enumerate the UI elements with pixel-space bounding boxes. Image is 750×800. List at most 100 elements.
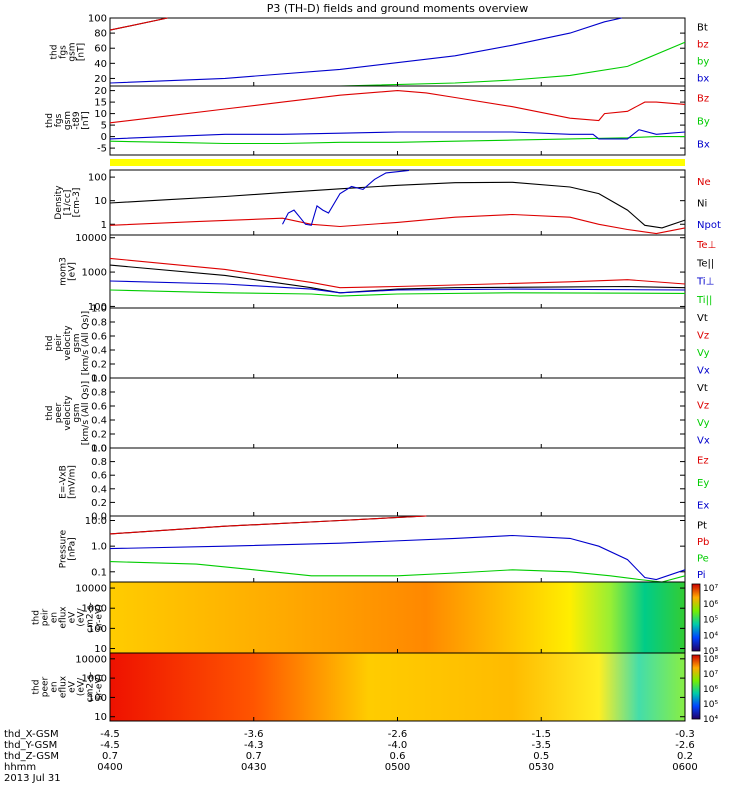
series-line-black xyxy=(109,181,686,229)
xaxis-row-label-hhmm: hhmm xyxy=(4,762,37,773)
y-axis-label: thd xyxy=(45,113,55,128)
xaxis-row-label-z: thd_Z-GSM xyxy=(4,751,59,762)
y-tick-label: 10000 xyxy=(75,654,107,665)
y-axis-label: [km/s (All Qs)] xyxy=(81,311,91,375)
legend-item: Pi xyxy=(697,570,706,581)
legend-item: by xyxy=(697,57,709,68)
spectrogram-peer_spec xyxy=(110,653,685,721)
y-axis-label: [nPa] xyxy=(68,537,78,560)
xaxis-value: -1.5 xyxy=(531,729,552,740)
y-tick-label: 10000 xyxy=(75,584,107,595)
y-axis-label: Density xyxy=(54,185,64,220)
panel-efield xyxy=(109,447,686,517)
y-tick-label: 5 xyxy=(101,121,107,132)
colorbar-tick: 10⁶ xyxy=(703,685,718,695)
y-tick-label: 0.6 xyxy=(91,332,107,343)
legend-item: Bz xyxy=(697,94,709,105)
panel-frame xyxy=(109,515,686,583)
colorbar-peer_spec xyxy=(691,654,701,720)
y-tick-label: 1000 xyxy=(82,604,107,615)
y-axis-label: thd xyxy=(32,680,42,695)
xaxis-value: 0530 xyxy=(528,762,554,773)
y-axis-label: -t89 xyxy=(72,111,82,130)
y-tick-label: 0.4 xyxy=(91,484,107,495)
y-axis-label: eflux xyxy=(59,606,69,629)
y-tick-label: 1000 xyxy=(82,268,107,279)
y-axis-label: fgs xyxy=(59,45,69,59)
y-axis-label: eV xyxy=(68,680,78,693)
series-line-blue xyxy=(109,534,686,581)
y-tick-label: 0.0 xyxy=(91,374,107,385)
legend-item: Ti|| xyxy=(696,295,712,306)
y-tick-label: 10.0 xyxy=(85,516,107,527)
y-axis-label: E=-VxB xyxy=(59,465,69,499)
panel-vpeir xyxy=(109,307,686,379)
legend-item: Vx xyxy=(697,365,710,376)
colorbar-tick: 10⁵ xyxy=(703,700,718,710)
legend-item: Vz xyxy=(697,330,709,341)
series-line-green xyxy=(109,561,686,583)
series-line-blue xyxy=(282,169,410,226)
xaxis-value: -3.6 xyxy=(243,729,264,740)
panel-frame xyxy=(109,234,686,309)
legend-item: Vy xyxy=(697,418,710,429)
y-axis-label: velocity xyxy=(63,325,73,361)
legend-item: Vz xyxy=(697,400,709,411)
y-axis-label: thd xyxy=(45,336,55,351)
y-axis-label: thd xyxy=(50,45,60,60)
y-axis-label: eV xyxy=(68,611,78,624)
panel-frame xyxy=(109,307,686,379)
series-line-red xyxy=(109,515,427,535)
y-tick-label: 0.4 xyxy=(91,346,107,357)
colorbar-tick: 10⁴ xyxy=(703,715,718,725)
panel-fgs xyxy=(109,17,686,87)
legend-item: bx xyxy=(697,74,709,85)
legend-item: bz xyxy=(697,40,709,51)
legend-item: Vy xyxy=(697,348,710,359)
y-axis-label: [mV/m] xyxy=(68,465,78,499)
y-tick-label: 0.8 xyxy=(91,388,107,399)
y-axis-label: peer xyxy=(54,402,64,423)
y-axis-label: [nT] xyxy=(77,43,87,61)
legend-item: Ey xyxy=(697,478,709,489)
legend-item: Ne xyxy=(697,177,711,188)
xaxis-value: -2.6 xyxy=(675,740,695,751)
y-axis-label: peir xyxy=(41,608,51,626)
spectrogram-peir_spec xyxy=(110,582,685,653)
y-axis-label: sr-eV) xyxy=(95,604,105,630)
y-tick-label: 1 xyxy=(101,220,107,231)
y-axis-label: [eV] xyxy=(68,262,78,281)
y-tick-label: 0.0 xyxy=(91,512,107,523)
series-line-black xyxy=(109,264,686,294)
series-line-red xyxy=(109,257,686,289)
legend-item: Ni xyxy=(697,199,707,210)
y-tick-label: 0.2 xyxy=(91,430,107,441)
series-line-green xyxy=(109,136,685,145)
xaxis-value: 0430 xyxy=(241,762,267,773)
colorbar-tick: 10⁶ xyxy=(703,600,718,610)
y-tick-label: 0.4 xyxy=(91,416,107,427)
xaxis-value: 0.6 xyxy=(389,751,406,762)
y-tick-label: 1.0 xyxy=(91,542,107,553)
panel-peir_spec xyxy=(109,581,701,654)
xaxis-value: 0500 xyxy=(384,762,411,773)
y-tick-label: -5 xyxy=(97,144,107,155)
legend-item: Ti⊥ xyxy=(696,277,714,288)
legend-item: Vt xyxy=(697,313,708,324)
y-tick-label: 10 xyxy=(94,712,107,723)
panel-pressure xyxy=(109,515,686,583)
xaxis-value: 0.7 xyxy=(102,751,118,762)
panel-temp xyxy=(109,234,686,309)
panel-frame xyxy=(109,447,686,517)
colorbar-peir_spec xyxy=(691,583,701,652)
y-tick-label: 0.8 xyxy=(91,318,107,329)
y-axis-label: [nT] xyxy=(81,111,91,129)
legend-item: Ez xyxy=(697,455,709,466)
colorbar-tick: 10³ xyxy=(703,647,718,657)
xaxis-value: -3.5 xyxy=(531,740,552,751)
colorbar-tick: 10⁷ xyxy=(703,670,718,680)
data-gap-stripe xyxy=(110,159,685,166)
legend-item: Bt xyxy=(697,23,708,34)
y-axis-label: [km/s (All Qs)] xyxy=(81,381,91,445)
y-axis-label: Pressure xyxy=(59,529,69,568)
